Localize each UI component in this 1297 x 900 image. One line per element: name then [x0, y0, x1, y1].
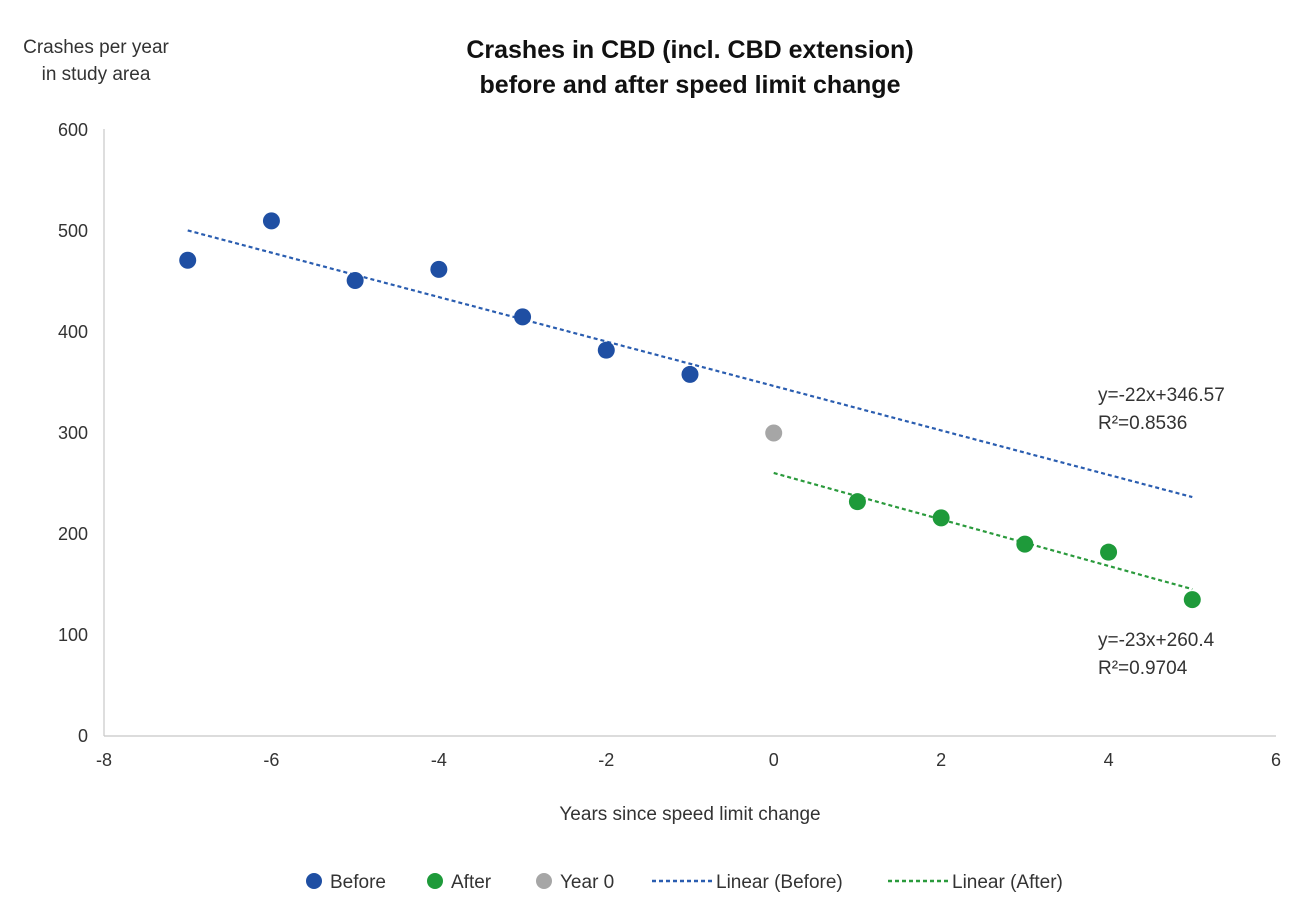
- point-before: [430, 260, 448, 278]
- point-before: [514, 308, 532, 326]
- legend: Before After Year 0 Linear (Before) Line…: [306, 872, 1063, 893]
- point-before: [346, 271, 364, 289]
- trendline-after: [773, 471, 1193, 591]
- x-tick-label: -2: [598, 750, 614, 770]
- y-tick-label: 600: [58, 120, 88, 140]
- data-points: [179, 212, 1201, 609]
- point-year-0: [765, 424, 783, 442]
- before-equation-label: y=-22x+346.57: [1098, 385, 1225, 406]
- chart-title: Crashes in CBD (incl. CBD extension) bef…: [466, 36, 913, 99]
- after-r2-label: R²=0.9704: [1098, 658, 1188, 679]
- y-tick-label: 100: [58, 625, 88, 645]
- chart-title-line-1: Crashes in CBD (incl. CBD extension): [466, 36, 913, 64]
- point-after: [1016, 535, 1034, 553]
- y-tick-labels: 0 100 200 300 400 500 600: [58, 120, 88, 746]
- point-before: [179, 251, 197, 269]
- legend-linear-before-label: Linear (Before): [716, 872, 843, 893]
- legend-after-label: After: [451, 872, 492, 893]
- x-tick-label: 6: [1271, 750, 1281, 770]
- before-r2-label: R²=0.8536: [1098, 413, 1187, 434]
- after-equation-label: y=-23x+260.4: [1098, 630, 1215, 651]
- trendline-annotations: y=-22x+346.57 R²=0.8536 y=-23x+260.4 R²=…: [1098, 385, 1225, 679]
- x-axis-label: Years since speed limit change: [559, 804, 820, 825]
- y-axis-label-line-2: in study area: [42, 64, 151, 85]
- x-tick-labels: -8 -6 -4 -2 0 2 4 6: [96, 750, 1281, 770]
- x-tick-label: -8: [96, 750, 112, 770]
- point-before: [597, 341, 615, 359]
- point-after: [848, 493, 866, 511]
- y-axis-label-line-1: Crashes per year: [23, 37, 169, 58]
- legend-before-marker: [306, 873, 322, 889]
- point-before: [681, 365, 699, 383]
- y-tick-label: 400: [58, 322, 88, 342]
- x-tick-label: -4: [431, 750, 447, 770]
- x-tick-label: -6: [263, 750, 279, 770]
- point-before: [262, 212, 280, 230]
- x-tick-label: 4: [1104, 750, 1114, 770]
- x-tick-label: 2: [936, 750, 946, 770]
- x-tick-label: 0: [769, 750, 779, 770]
- y-axis-label: Crashes per year in study area: [23, 37, 169, 85]
- legend-year0-label: Year 0: [560, 872, 614, 893]
- legend-year0-marker: [536, 873, 552, 889]
- y-tick-label: 500: [58, 221, 88, 241]
- chart-title-line-2: before and after speed limit change: [480, 71, 901, 99]
- point-after: [932, 509, 950, 527]
- legend-linear-after-label: Linear (After): [952, 872, 1063, 893]
- trendline-before: [187, 229, 1193, 499]
- point-after: [1100, 543, 1118, 561]
- y-tick-label: 300: [58, 423, 88, 443]
- y-tick-label: 0: [78, 726, 88, 746]
- legend-after-marker: [427, 873, 443, 889]
- trendlines: [187, 229, 1193, 591]
- point-after: [1183, 591, 1201, 609]
- legend-before-label: Before: [330, 872, 386, 893]
- y-tick-label: 200: [58, 524, 88, 544]
